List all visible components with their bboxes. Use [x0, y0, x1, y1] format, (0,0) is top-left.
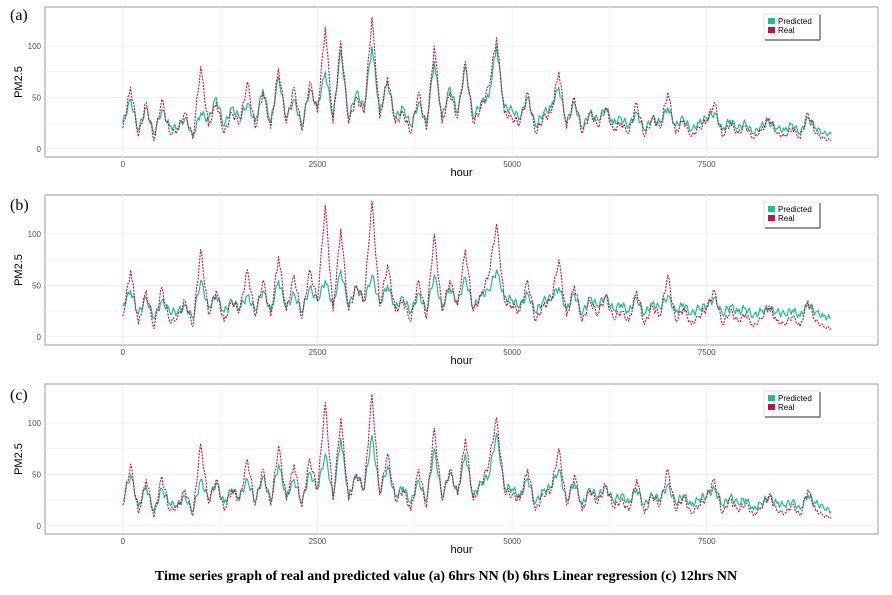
series-line-predicted [122, 45, 832, 138]
x-tick-label: 7500 [698, 348, 716, 357]
legend-swatch-real [768, 215, 775, 221]
panel-letter: (c) [10, 387, 28, 404]
panel-letter: (b) [10, 197, 29, 214]
x-tick-label: 2500 [309, 160, 327, 169]
y-tick-label: 0 [37, 522, 42, 531]
y-tick-label: 100 [28, 419, 42, 428]
plot-frame [44, 194, 879, 346]
series-line-real [122, 16, 832, 142]
x-tick-label: 5000 [503, 160, 521, 169]
legend-label-real: Real [778, 403, 795, 412]
x-tick-label: 2500 [309, 348, 327, 357]
y-tick-label: 0 [37, 145, 42, 154]
x-tick-label: 2500 [309, 537, 327, 546]
x-tick-label: 7500 [698, 537, 716, 546]
legend-label-predicted: Predicted [778, 394, 812, 403]
y-axis-title: PM2.5 [13, 443, 25, 475]
legend-swatch-real [768, 404, 775, 410]
legend-label-predicted: Predicted [778, 205, 812, 214]
x-axis-title: hour [450, 355, 472, 367]
panel-a: (a) 0 2500 5000 7500 0 50 100 hour PM2.5 Predicted… [10, 6, 879, 179]
y-tick-label: 100 [28, 42, 42, 51]
y-tick-label: 50 [32, 470, 41, 479]
y-tick-label: 50 [32, 93, 41, 102]
legend-label-real: Real [778, 214, 795, 223]
legend-label-real: Real [778, 26, 795, 35]
panel-letter: (a) [10, 7, 28, 24]
x-tick-label: 0 [121, 160, 126, 169]
legend-swatch-predicted [768, 18, 775, 24]
x-tick-label: 7500 [698, 160, 716, 169]
y-tick-label: 100 [28, 230, 42, 239]
x-tick-label: 5000 [503, 537, 521, 546]
panel-b: (b) 0 2500 5000 7500 0 50 100 hour PM2.5 Predicted… [10, 194, 879, 367]
x-tick-label: 0 [121, 348, 126, 357]
plot-frame [44, 383, 879, 535]
y-axis-title: PM2.5 [13, 254, 25, 286]
legend-label-predicted: Predicted [778, 17, 812, 26]
plot-frame [44, 6, 879, 158]
x-tick-label: 0 [121, 537, 126, 546]
y-tick-label: 50 [32, 281, 41, 290]
y-tick-label: 0 [37, 333, 42, 342]
legend-swatch-predicted [768, 395, 775, 401]
x-axis-title: hour [450, 544, 472, 556]
x-tick-label: 5000 [503, 348, 521, 357]
figure-caption: Time series graph of real and predicted … [154, 569, 738, 584]
panel-c: (c) 0 2500 5000 7500 0 50 100 hour PM2.5 Predicted… [10, 383, 879, 556]
legend-swatch-real [768, 27, 775, 33]
series-line-real [122, 200, 832, 330]
series-line-predicted [122, 269, 832, 321]
x-axis-title: hour [450, 167, 472, 179]
legend-swatch-predicted [768, 206, 775, 212]
y-axis-title: PM2.5 [13, 66, 25, 98]
